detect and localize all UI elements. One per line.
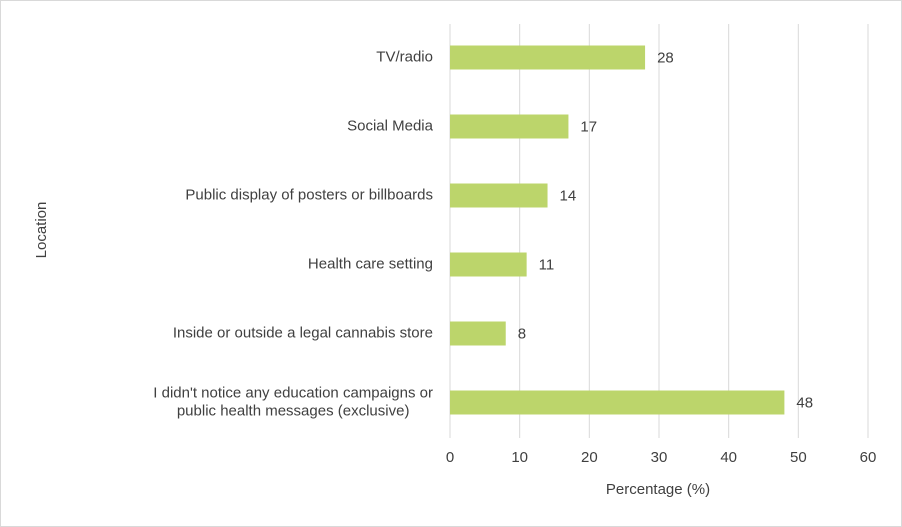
x-tick-label: 40 bbox=[720, 449, 737, 466]
bar bbox=[450, 321, 506, 346]
x-tick-label: 50 bbox=[790, 449, 807, 466]
y-tick-label: TV/radio bbox=[376, 48, 433, 65]
x-tick-label: 0 bbox=[446, 449, 454, 466]
y-tick-label: Inside or outside a legal cannabis store bbox=[173, 324, 433, 341]
data-label: 11 bbox=[539, 256, 555, 273]
x-tick-label: 60 bbox=[860, 449, 877, 466]
y-tick-label: Public display of posters or billboards bbox=[185, 186, 433, 203]
x-axis-title: Percentage (%) bbox=[606, 481, 710, 498]
x-tick-label: 30 bbox=[651, 449, 668, 466]
x-tick-label: 10 bbox=[511, 449, 528, 466]
bar bbox=[450, 390, 785, 415]
data-label: 28 bbox=[657, 49, 674, 66]
data-label: 14 bbox=[560, 187, 577, 204]
bar bbox=[450, 252, 527, 277]
y-tick-label: Social Media bbox=[347, 117, 434, 134]
y-axis-title: Location bbox=[33, 202, 50, 259]
data-label: 17 bbox=[580, 118, 597, 135]
bar bbox=[450, 183, 548, 208]
bar bbox=[450, 45, 646, 70]
bar bbox=[450, 114, 569, 139]
data-label: 48 bbox=[796, 394, 813, 411]
y-tick-label: I didn't notice any education campaigns … bbox=[153, 384, 433, 419]
y-tick-label: Health care setting bbox=[308, 255, 433, 272]
x-tick-label: 20 bbox=[581, 449, 598, 466]
data-label: 8 bbox=[518, 325, 526, 342]
